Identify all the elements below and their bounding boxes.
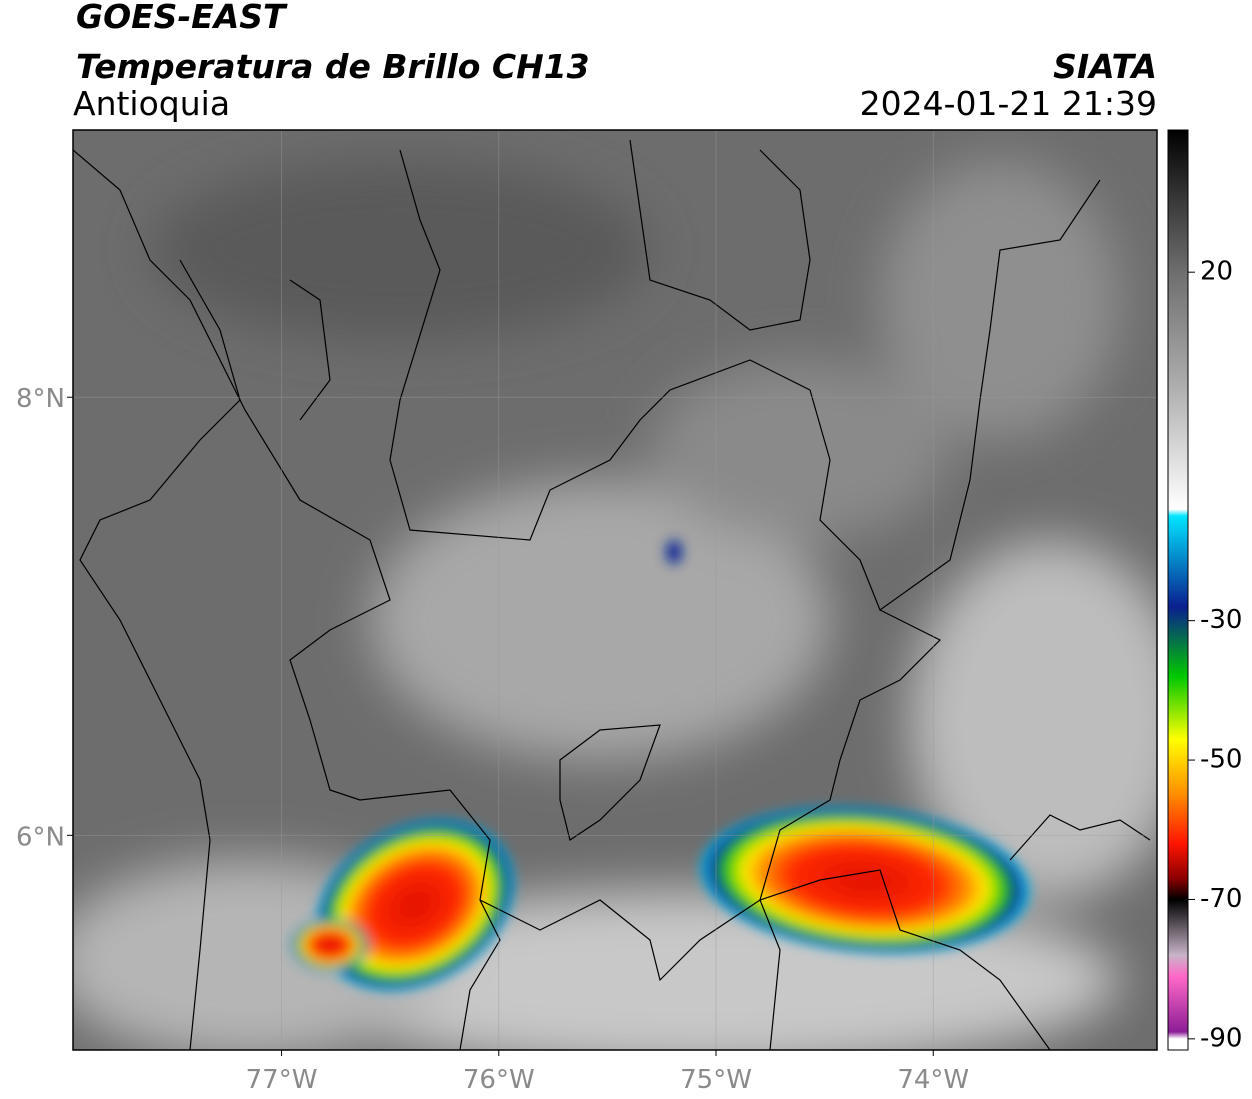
source: SIATA	[1053, 47, 1157, 86]
y-tick-label: 8°N	[16, 384, 65, 414]
grid	[73, 130, 1157, 1050]
colorbar-label: -90	[1200, 1023, 1242, 1053]
colorbar	[1167, 129, 1189, 1051]
region: Antioquia	[73, 84, 230, 123]
subtitle: Temperatura de Brillo CH13	[76, 47, 590, 86]
map-image	[73, 130, 1157, 1050]
colorbar-label: -30	[1200, 605, 1242, 635]
map-frame	[72, 129, 1158, 1051]
title: GOES-EAST	[76, 0, 288, 36]
colorbar-label: -70	[1200, 884, 1242, 914]
x-tick-label: 74°W	[897, 1065, 969, 1095]
x-tick-label: 75°W	[680, 1065, 752, 1095]
colorbar-label: 20	[1200, 257, 1233, 287]
y-tick-label: 6°N	[16, 822, 65, 852]
x-tick-label: 77°W	[246, 1065, 318, 1095]
clouds	[73, 160, 1157, 1050]
borders	[73, 139, 1151, 1050]
colorbar-label: -50	[1200, 745, 1242, 775]
datetime: 2024-01-21 21:39	[860, 84, 1157, 123]
x-tick-label: 76°W	[463, 1065, 535, 1095]
storms	[292, 540, 1030, 991]
